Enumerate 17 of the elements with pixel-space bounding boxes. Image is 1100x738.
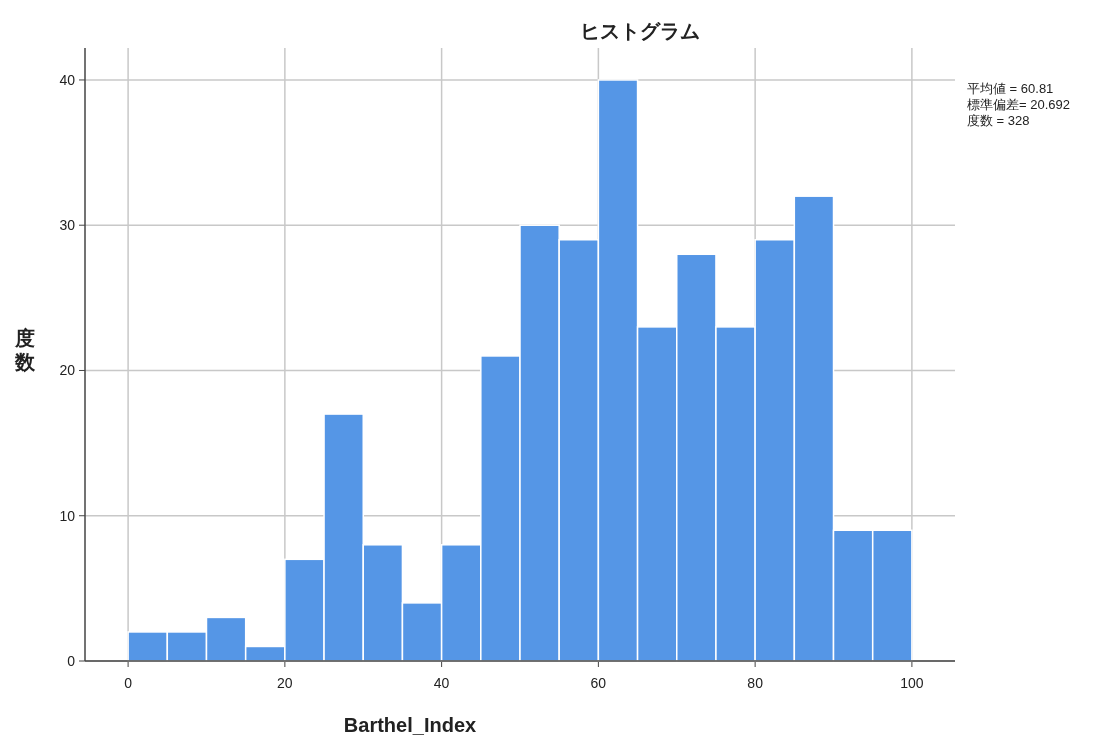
y-tick-label: 30 — [59, 217, 76, 234]
x-tick-label: 60 — [590, 675, 607, 691]
x-tick-label: 100 — [900, 675, 924, 691]
x-tick-label: 0 — [124, 675, 133, 691]
x-axis-title: Barthel_Index — [343, 714, 477, 736]
y-axis-title: 度数 — [14, 327, 36, 373]
text: 平均値 = 60.81 — [967, 81, 1054, 96]
y-tick-label: 0 — [67, 653, 76, 669]
x-tick-label: 40 — [433, 675, 450, 691]
text: 標準偏差= 20.692 — [967, 97, 1070, 112]
chart-title: ヒストグラム — [580, 20, 700, 42]
x-tick-label: 20 — [277, 675, 293, 691]
y-tick-label: 10 — [59, 507, 76, 524]
x-tick-label: 80 — [747, 675, 764, 691]
y-tick-label: 20 — [59, 362, 76, 379]
text: 度数 = 328 — [967, 113, 1030, 128]
y-tick-label: 40 — [59, 71, 76, 88]
